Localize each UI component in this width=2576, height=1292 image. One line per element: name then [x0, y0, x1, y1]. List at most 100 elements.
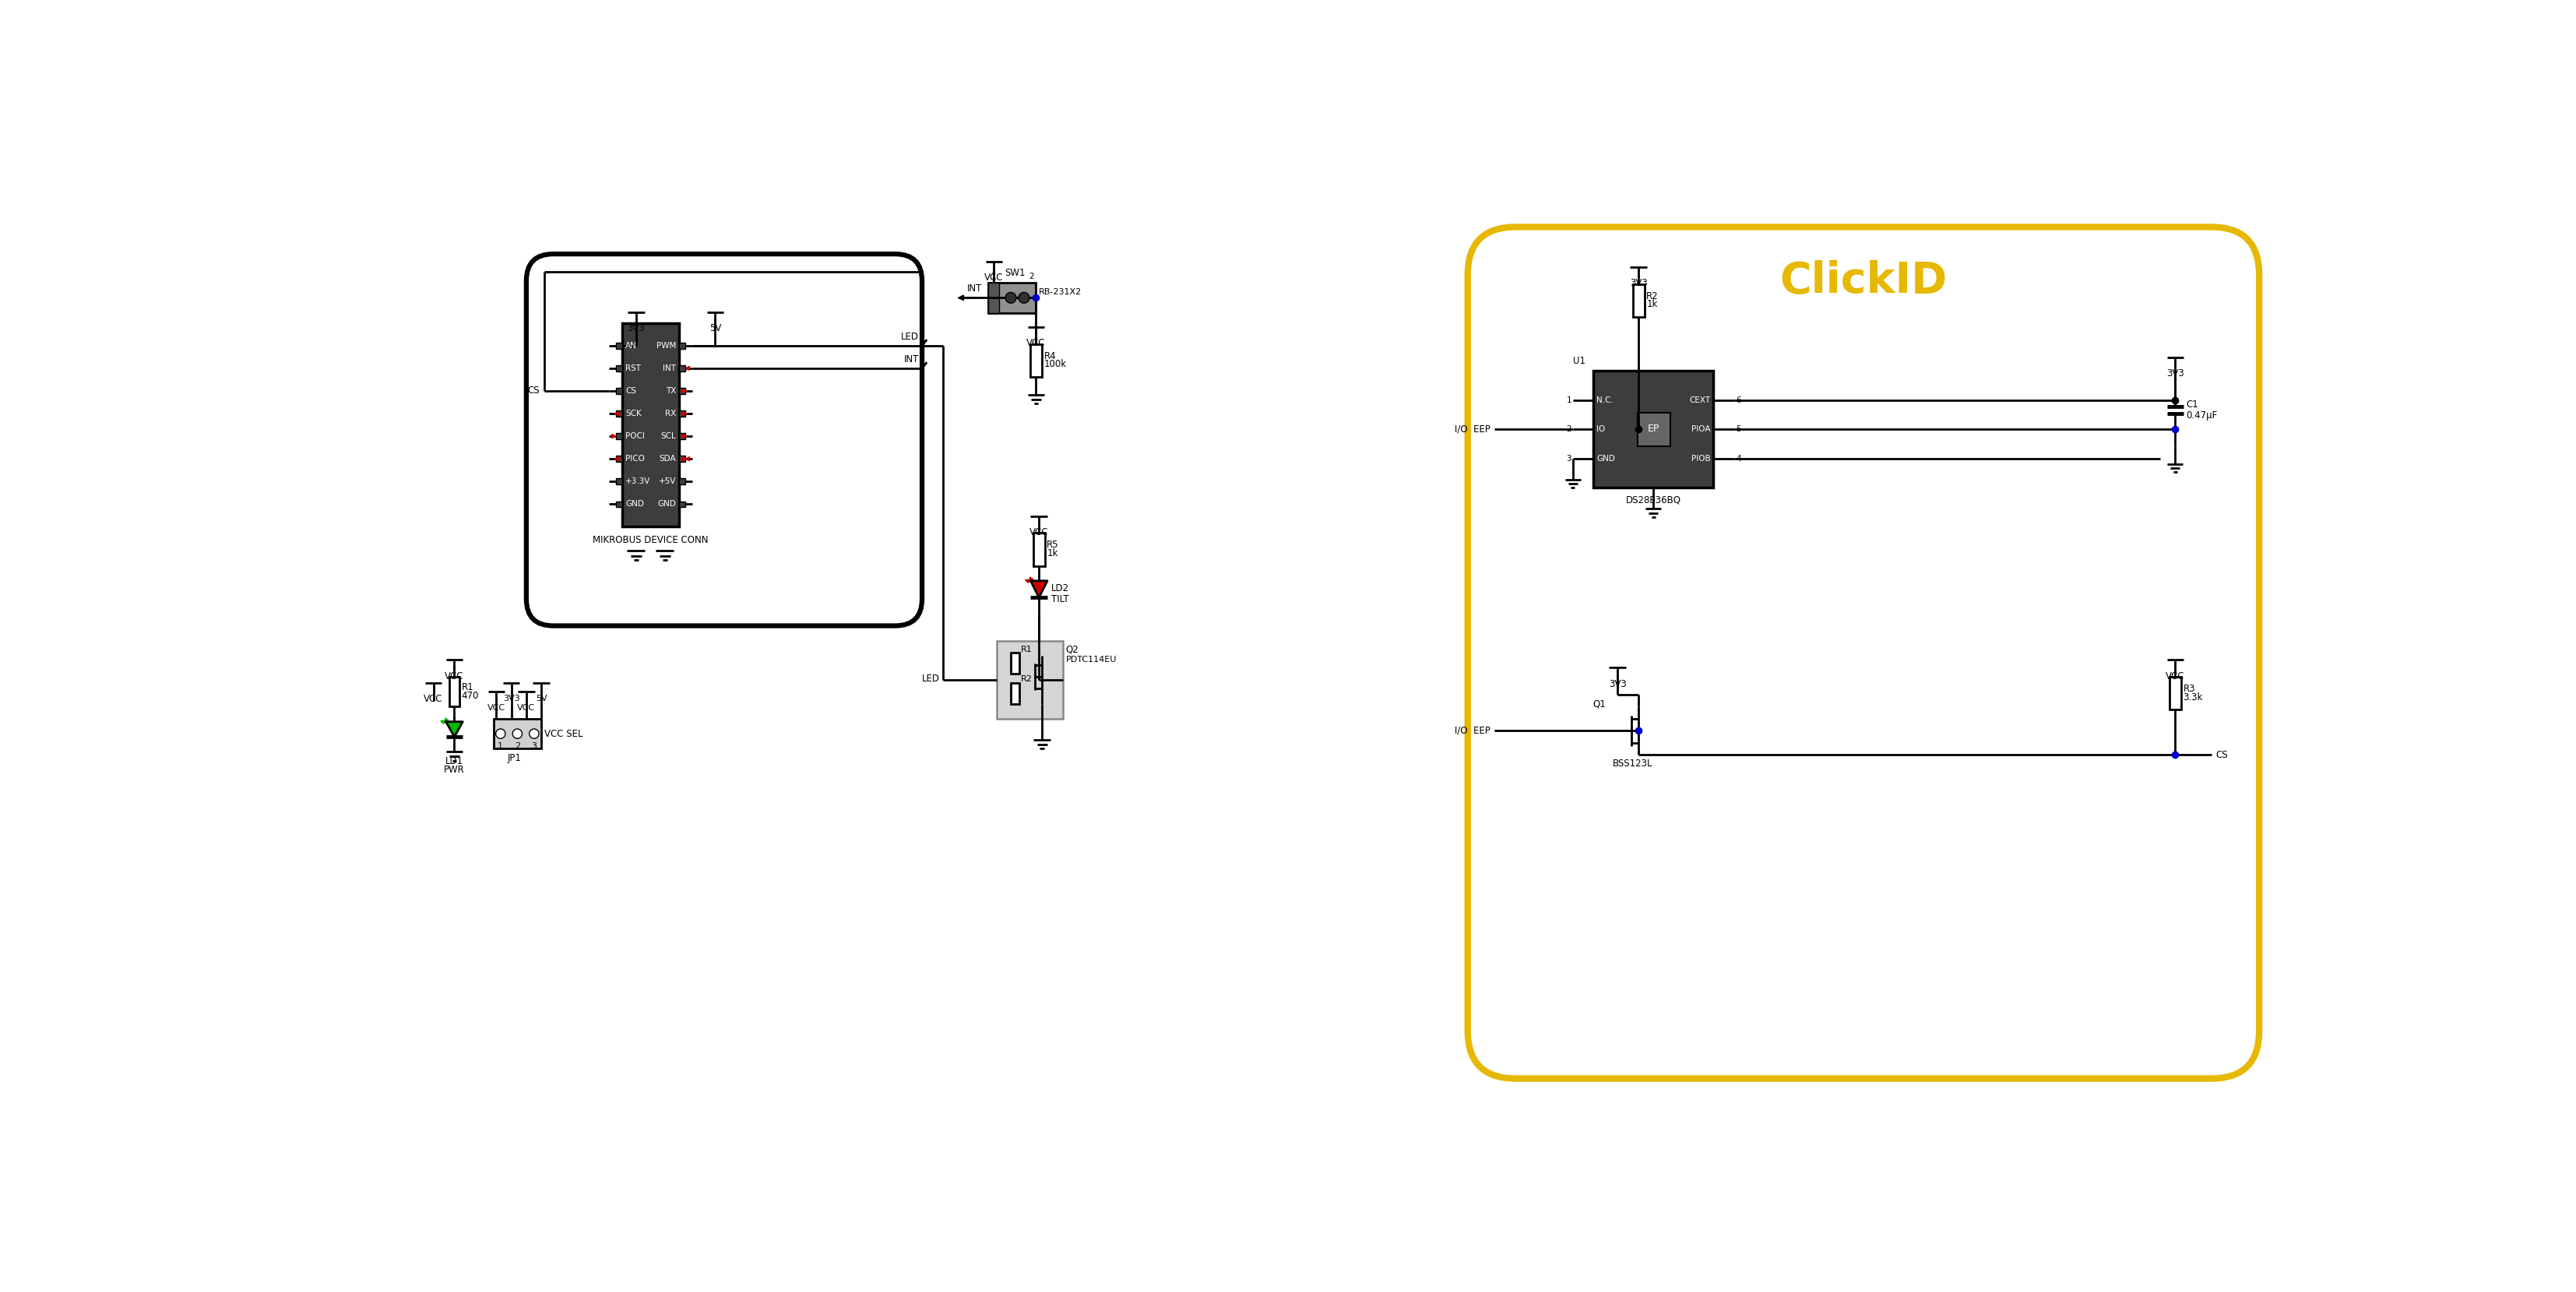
Bar: [989, 283, 999, 313]
Text: 0.47μF: 0.47μF: [2187, 411, 2218, 420]
Text: ClickID: ClickID: [1780, 260, 1947, 302]
Text: 3: 3: [531, 742, 536, 749]
Text: SDA: SDA: [659, 455, 677, 463]
Text: MIKROBUS DEVICE CONN: MIKROBUS DEVICE CONN: [592, 535, 708, 545]
Bar: [1638, 413, 1669, 446]
Text: R5: R5: [1046, 540, 1059, 550]
Bar: [680, 411, 685, 416]
Text: TILT: TILT: [1051, 594, 1069, 605]
Bar: [616, 388, 623, 394]
Text: C1: C1: [2187, 399, 2197, 410]
Text: 2: 2: [1566, 425, 1571, 433]
Bar: [680, 433, 685, 439]
Bar: [616, 433, 623, 439]
Text: PWR: PWR: [443, 765, 464, 775]
Text: 3V3: 3V3: [502, 695, 520, 703]
Text: 100k: 100k: [1043, 359, 1066, 370]
Text: LED: LED: [902, 332, 920, 341]
Text: PIOA: PIOA: [1692, 425, 1710, 433]
Bar: [616, 342, 623, 349]
Text: SW1: SW1: [1005, 269, 1025, 278]
Text: 3V3: 3V3: [2166, 368, 2184, 379]
Text: 470: 470: [461, 691, 479, 702]
Circle shape: [1018, 292, 1030, 304]
Text: GND: GND: [657, 500, 677, 508]
Text: R1: R1: [461, 682, 474, 693]
Text: RX: RX: [665, 410, 677, 417]
Text: BSS123L: BSS123L: [1613, 758, 1654, 769]
Text: LD1: LD1: [446, 756, 464, 766]
Text: 3V3: 3V3: [1610, 678, 1625, 689]
Bar: [680, 366, 685, 371]
Bar: [1595, 371, 1713, 488]
Text: VCC: VCC: [2166, 671, 2184, 681]
Text: Q1: Q1: [1592, 699, 1605, 709]
Text: GND: GND: [1597, 455, 1615, 463]
Bar: [680, 388, 685, 394]
Text: Q2: Q2: [1066, 645, 1079, 655]
Text: VCC: VCC: [984, 273, 1005, 283]
Text: AN: AN: [626, 341, 636, 350]
Text: +3.3V: +3.3V: [626, 478, 652, 486]
Text: 1k: 1k: [1646, 300, 1656, 309]
Text: 4: 4: [1736, 455, 1741, 463]
Bar: [2169, 677, 2182, 709]
Text: 1k: 1k: [1046, 548, 1059, 558]
Bar: [1033, 532, 1046, 566]
Bar: [623, 323, 680, 527]
Text: VCC: VCC: [425, 694, 443, 704]
Circle shape: [1005, 292, 1015, 304]
Text: JP1: JP1: [507, 753, 520, 764]
Bar: [1010, 682, 1020, 704]
Circle shape: [528, 729, 538, 739]
Text: 5V: 5V: [536, 695, 546, 703]
Text: 5: 5: [1736, 425, 1741, 433]
Text: CS: CS: [528, 386, 538, 395]
Text: INT: INT: [904, 354, 920, 364]
Text: VCC: VCC: [1025, 339, 1046, 349]
FancyBboxPatch shape: [1468, 227, 2259, 1079]
Text: 6: 6: [1736, 397, 1741, 404]
Text: 3V3: 3V3: [1631, 278, 1649, 288]
Text: IO: IO: [1597, 425, 1605, 433]
Polygon shape: [446, 722, 464, 736]
Circle shape: [495, 729, 505, 739]
Text: VCC: VCC: [487, 704, 505, 712]
Text: PWM: PWM: [657, 341, 677, 350]
Bar: [616, 478, 623, 484]
Text: EP: EP: [1649, 424, 1659, 434]
Circle shape: [513, 729, 523, 739]
Text: VCC: VCC: [518, 704, 536, 712]
Bar: [1030, 344, 1041, 377]
Text: CS: CS: [626, 388, 636, 395]
Text: PIOB: PIOB: [1692, 455, 1710, 463]
Text: LD2: LD2: [1051, 584, 1069, 593]
Bar: [680, 501, 685, 508]
Text: 1: 1: [1566, 397, 1571, 404]
Text: +5V: +5V: [659, 478, 677, 486]
Text: TX: TX: [665, 388, 677, 395]
Text: 3: 3: [1566, 455, 1571, 463]
Text: R2: R2: [1020, 676, 1033, 683]
Text: 3V3: 3V3: [626, 323, 644, 333]
Text: PICO: PICO: [626, 455, 644, 463]
Text: I/O  EEP: I/O EEP: [1455, 726, 1492, 735]
Text: 1: 1: [497, 742, 502, 749]
Text: 5V: 5V: [708, 323, 721, 333]
Bar: [680, 456, 685, 461]
Text: GND: GND: [626, 500, 644, 508]
Text: INT: INT: [966, 284, 981, 293]
Text: LED: LED: [922, 673, 940, 683]
Bar: [616, 366, 623, 371]
Bar: [616, 411, 623, 416]
Bar: [989, 283, 1036, 313]
Bar: [1633, 284, 1643, 317]
Text: R2: R2: [1646, 291, 1659, 301]
Text: VCC: VCC: [446, 671, 464, 681]
Text: N.C.: N.C.: [1597, 397, 1613, 404]
Bar: [680, 342, 685, 349]
Bar: [448, 677, 459, 707]
Bar: [616, 501, 623, 508]
Text: CEXT: CEXT: [1690, 397, 1710, 404]
Polygon shape: [1030, 581, 1048, 598]
